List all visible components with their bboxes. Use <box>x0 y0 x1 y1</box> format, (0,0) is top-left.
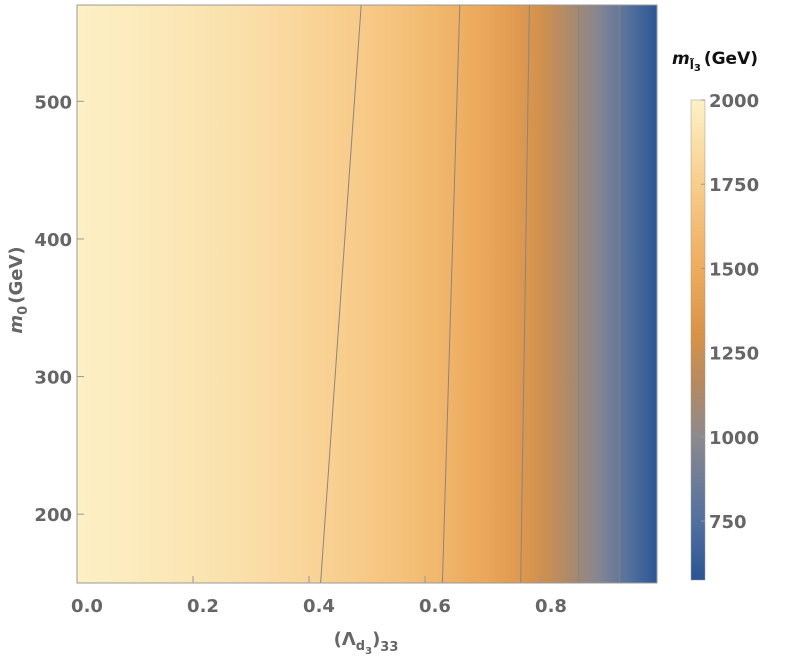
density-strip <box>599 5 629 583</box>
y-tick-label: 500 <box>34 92 72 113</box>
colorbar-tick-label: 1000 <box>709 428 759 449</box>
contour-line <box>441 4 461 584</box>
colorbar-tick-label: 2000 <box>709 91 759 112</box>
colorbar-tick-label: 1500 <box>709 259 759 280</box>
contour-line <box>320 4 362 584</box>
plot-frame <box>76 4 658 584</box>
density-strip <box>425 5 484 583</box>
density-strip <box>135 5 194 583</box>
x-tick-label: 0.4 <box>303 596 335 617</box>
y-tick-label: 400 <box>34 230 72 251</box>
y-tick-label: 300 <box>34 368 72 389</box>
contour-line <box>520 4 530 584</box>
density-strip <box>77 5 136 583</box>
density-strip <box>483 5 513 583</box>
y-tick-label: 200 <box>34 505 72 526</box>
x-tick-label: 0.8 <box>535 596 567 617</box>
x-tick-label: 0.6 <box>419 596 451 617</box>
colorbar-title: ml̃3 (GeV) <box>672 49 758 74</box>
x-tick-label: 0.0 <box>71 596 103 617</box>
x-axis-label: (Λd3)33 <box>334 629 399 657</box>
density-strip <box>367 5 426 583</box>
density-strip <box>309 5 368 583</box>
colorbar-tick-label: 1750 <box>709 175 759 196</box>
density-strip <box>628 5 658 583</box>
y-axis-label: m0(GeV) <box>6 246 31 333</box>
density-strip <box>541 5 571 583</box>
x-tick-label: 0.2 <box>187 596 219 617</box>
density-strip <box>570 5 600 583</box>
colorbar-tick-label: 1250 <box>709 344 759 365</box>
density-strip <box>193 5 252 583</box>
density-strip <box>251 5 310 583</box>
colorbar <box>690 99 706 581</box>
colorbar-tick-label: 750 <box>709 512 747 533</box>
density-strip <box>512 5 542 583</box>
